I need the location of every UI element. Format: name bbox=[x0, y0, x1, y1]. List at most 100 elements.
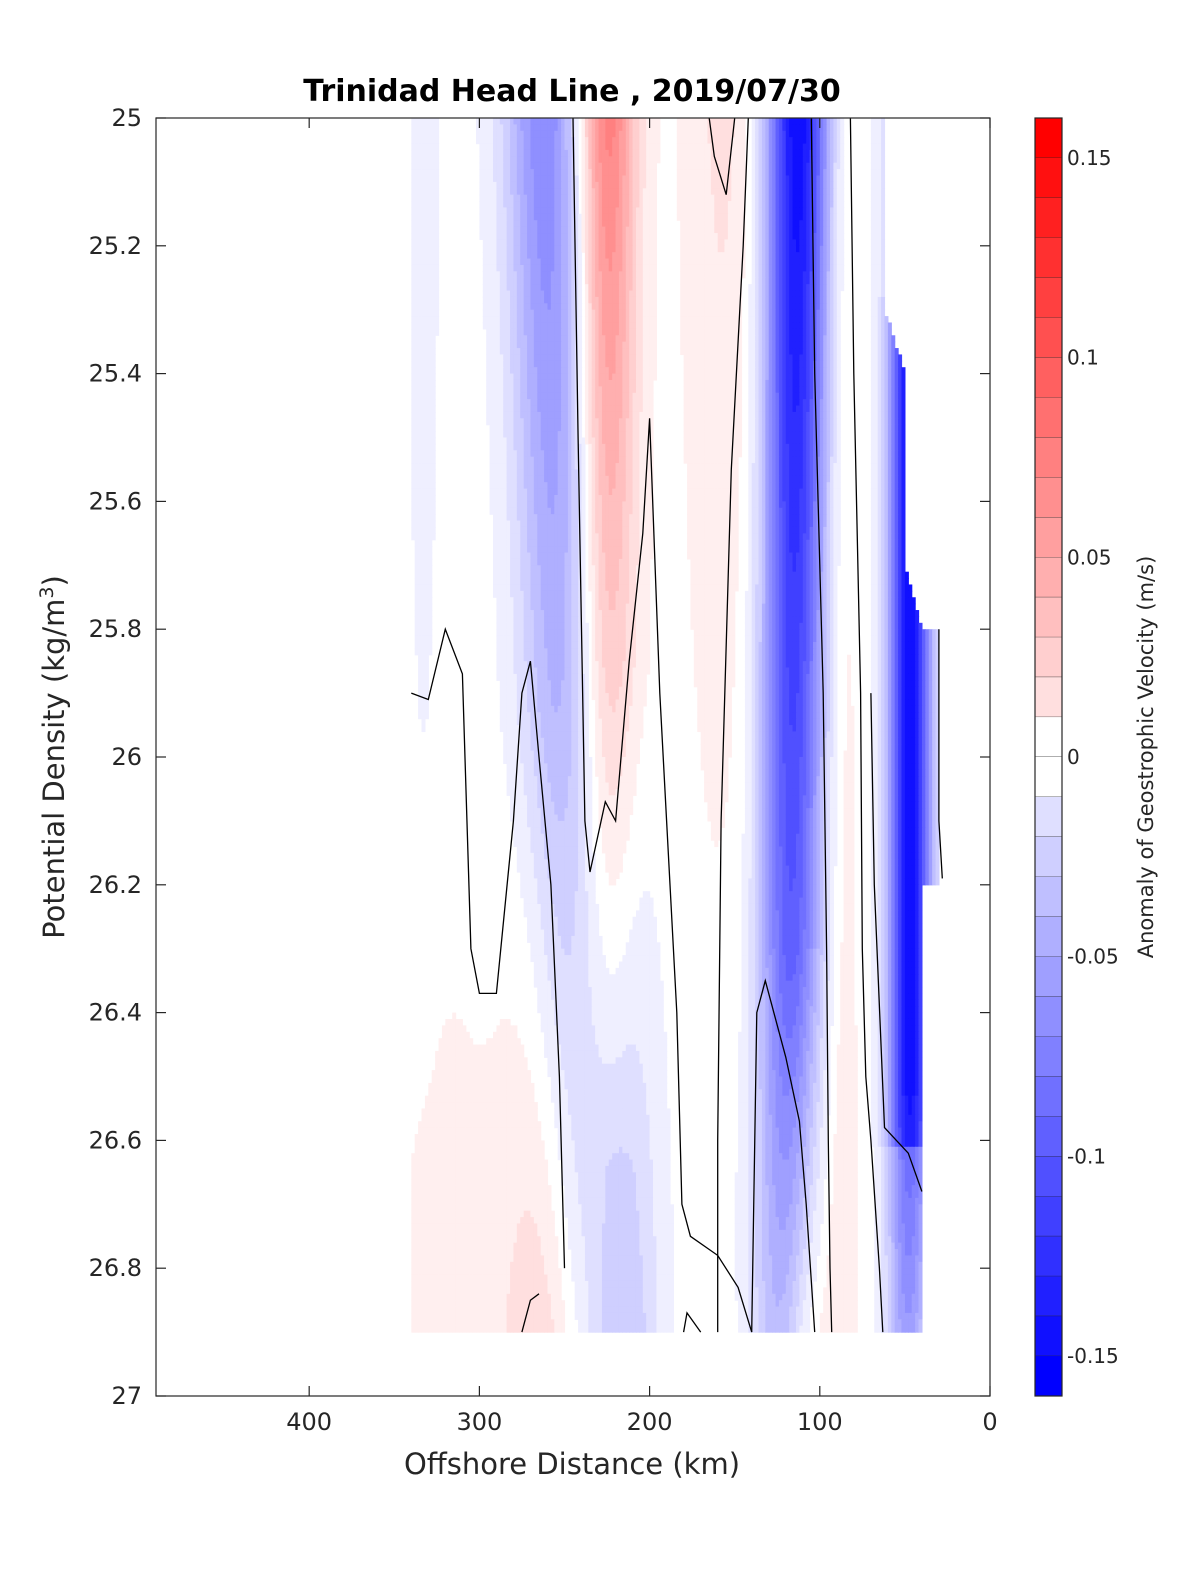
field-cell bbox=[486, 207, 491, 215]
field-cell bbox=[591, 118, 596, 125]
field-cell bbox=[714, 143, 719, 151]
field-cell bbox=[775, 367, 780, 375]
field-cell bbox=[874, 367, 879, 375]
field-cell bbox=[540, 373, 545, 381]
field-cell bbox=[639, 354, 644, 362]
field-cell bbox=[687, 201, 692, 209]
field-cell bbox=[898, 392, 903, 400]
field-cell bbox=[588, 156, 593, 164]
field-cell bbox=[690, 379, 695, 387]
field-cell bbox=[802, 354, 807, 362]
field-cell bbox=[414, 233, 419, 241]
field-cell bbox=[789, 239, 794, 247]
field-cell bbox=[506, 277, 511, 285]
field-cell bbox=[639, 360, 644, 368]
field-cell bbox=[629, 181, 634, 189]
field-cell bbox=[687, 226, 692, 234]
field-cell bbox=[588, 149, 593, 157]
field-cell bbox=[421, 399, 426, 407]
field-cell bbox=[615, 149, 620, 157]
field-cell bbox=[693, 220, 698, 228]
field-cell bbox=[530, 399, 535, 407]
field-cell bbox=[819, 367, 824, 375]
field-cell bbox=[799, 284, 804, 292]
field-cell bbox=[506, 322, 511, 330]
field-cell bbox=[516, 360, 521, 368]
field-cell bbox=[816, 207, 821, 215]
field-cell bbox=[833, 379, 838, 387]
field-cell bbox=[751, 239, 756, 247]
field-cell bbox=[693, 233, 698, 241]
field-cell bbox=[758, 328, 763, 336]
field-cell bbox=[809, 341, 814, 349]
field-cell bbox=[727, 303, 732, 311]
field-cell bbox=[717, 156, 722, 164]
field-cell bbox=[840, 245, 845, 253]
field-cell bbox=[411, 316, 416, 324]
field-cell bbox=[554, 245, 559, 253]
field-cell bbox=[731, 296, 736, 304]
field-cell bbox=[785, 303, 790, 311]
field-cell bbox=[554, 316, 559, 324]
field-cell bbox=[639, 239, 644, 247]
field-cell bbox=[717, 309, 722, 317]
field-cell bbox=[707, 181, 712, 189]
field-cell bbox=[550, 226, 555, 234]
field-cell bbox=[516, 348, 521, 356]
field-cell bbox=[554, 309, 559, 317]
field-cell bbox=[520, 143, 525, 151]
field-cell bbox=[751, 296, 756, 304]
field-cell bbox=[622, 233, 627, 241]
field-cell bbox=[510, 188, 515, 196]
field-cell bbox=[435, 181, 440, 189]
field-cell bbox=[428, 188, 433, 196]
field-cell bbox=[731, 354, 736, 362]
field-cell bbox=[605, 392, 610, 400]
field-cell bbox=[714, 277, 719, 285]
field-cell bbox=[520, 124, 525, 132]
field-cell bbox=[874, 328, 879, 336]
field-cell bbox=[731, 220, 736, 228]
field-cell bbox=[642, 335, 647, 343]
field-cell bbox=[411, 220, 416, 228]
field-cell bbox=[830, 379, 835, 387]
field-cell bbox=[884, 322, 889, 330]
field-cell bbox=[830, 290, 835, 298]
field-cell bbox=[584, 137, 589, 145]
field-cell bbox=[561, 175, 566, 183]
field-cell bbox=[826, 233, 831, 241]
field-cell bbox=[874, 296, 879, 304]
field-cell bbox=[618, 316, 623, 324]
field-cell bbox=[584, 188, 589, 196]
field-cell bbox=[486, 290, 491, 298]
field-cell bbox=[802, 341, 807, 349]
field-cell bbox=[748, 348, 753, 356]
field-cell bbox=[687, 118, 692, 125]
field-cell bbox=[435, 143, 440, 151]
field-cell bbox=[758, 118, 763, 125]
field-cell bbox=[874, 175, 879, 183]
field-cell bbox=[690, 181, 695, 189]
field-cell bbox=[642, 156, 647, 164]
field-cell bbox=[598, 392, 603, 400]
field-cell bbox=[683, 341, 688, 349]
field-cell bbox=[809, 399, 814, 407]
field-cell bbox=[591, 188, 596, 196]
field-cell bbox=[683, 296, 688, 304]
field-cell bbox=[646, 271, 651, 279]
field-cell bbox=[642, 348, 647, 356]
field-cell bbox=[646, 399, 651, 407]
field-cell bbox=[877, 303, 882, 311]
field-cell bbox=[482, 277, 487, 285]
field-cell bbox=[826, 341, 831, 349]
field-cell bbox=[782, 379, 787, 387]
field-cell bbox=[421, 118, 426, 125]
field-cell bbox=[598, 181, 603, 189]
field-cell bbox=[414, 386, 419, 394]
field-cell bbox=[608, 296, 613, 304]
field-cell bbox=[595, 360, 600, 368]
field-cell bbox=[639, 181, 644, 189]
field-cell bbox=[826, 379, 831, 387]
field-cell bbox=[823, 239, 828, 247]
field-cell bbox=[642, 277, 647, 285]
